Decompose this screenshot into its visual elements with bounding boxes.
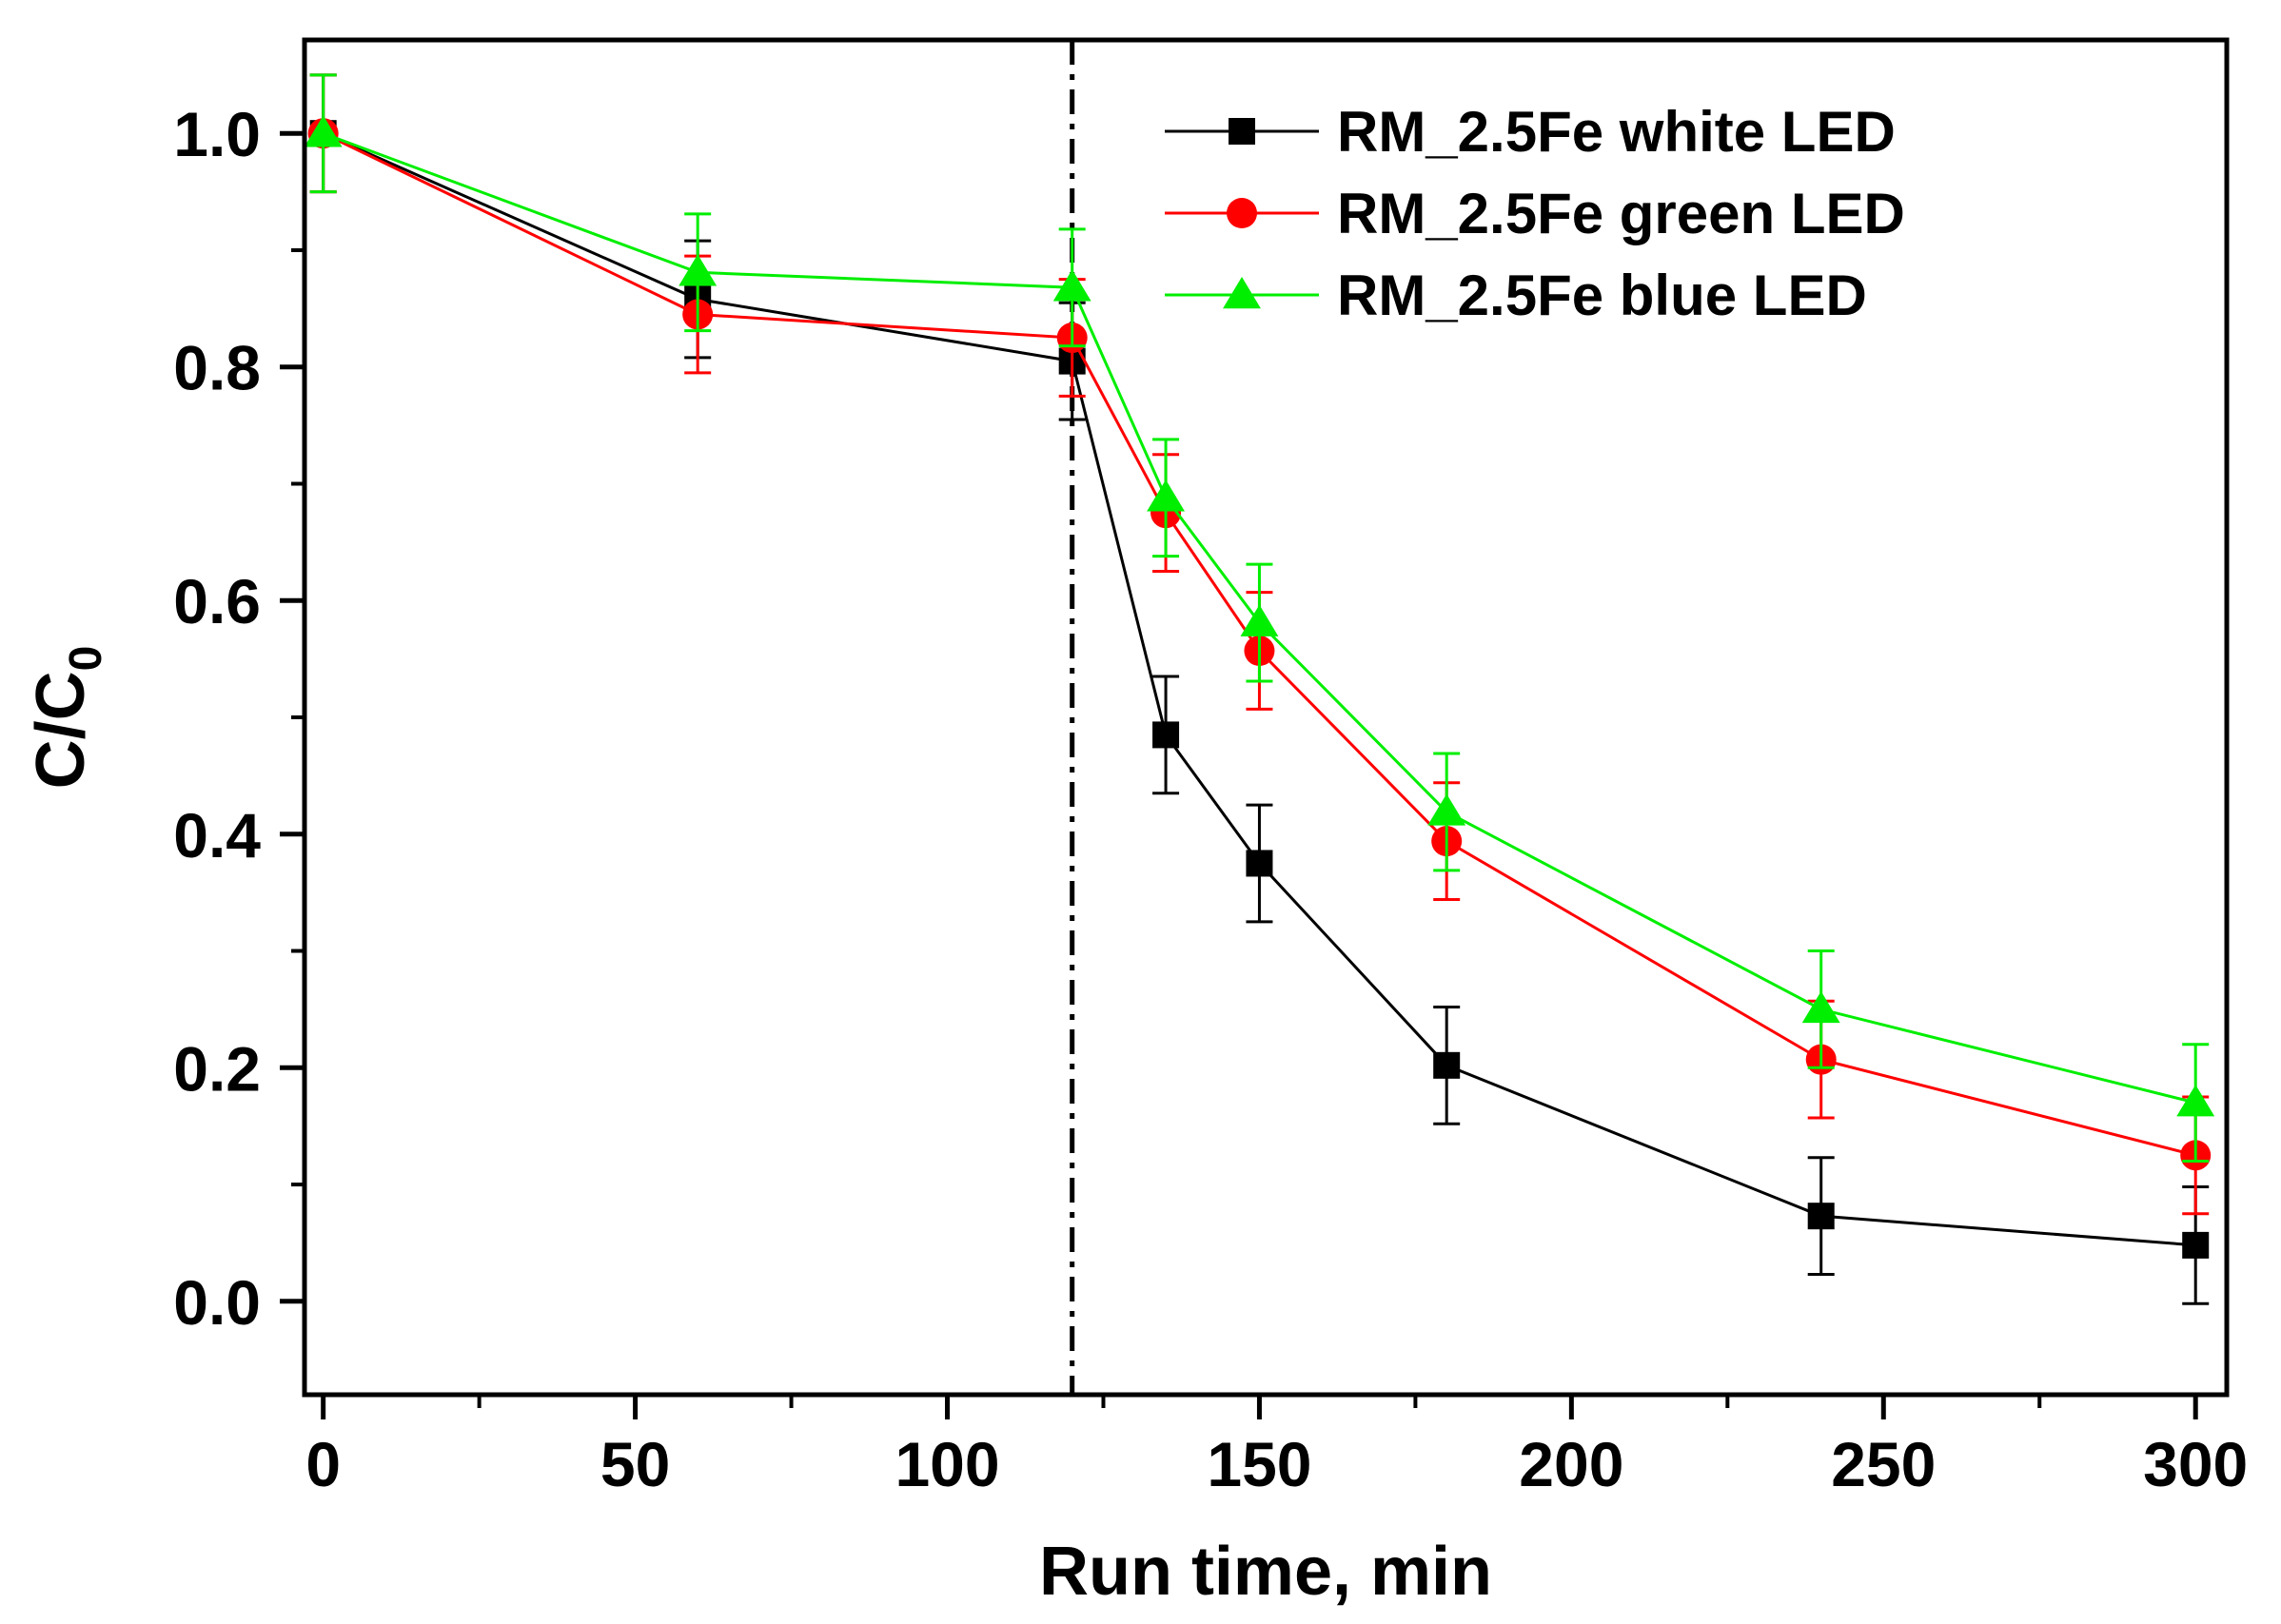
legend-entry-3: RM_2.5Fe blue LED bbox=[1165, 264, 1867, 327]
data-point bbox=[2176, 1085, 2215, 1117]
y-axis-title: C/C0 bbox=[23, 646, 111, 790]
x-axis-title: Run time, min bbox=[1039, 1534, 1492, 1610]
legend-marker bbox=[1229, 118, 1255, 145]
legend-entry-2: RM_2.5Fe green LED bbox=[1165, 182, 1905, 245]
legend-marker bbox=[1223, 277, 1261, 309]
x-tick-label: 300 bbox=[2143, 1429, 2248, 1499]
series-line bbox=[323, 131, 2196, 1105]
legend-entry-1: RM_2.5Fe white LED bbox=[1165, 100, 1896, 164]
x-tick-label: 0 bbox=[305, 1429, 341, 1499]
x-tick-label: 100 bbox=[895, 1429, 999, 1499]
y-tick-label: 0.6 bbox=[173, 566, 261, 636]
data-point bbox=[1433, 1051, 1461, 1079]
data-point bbox=[1240, 604, 1279, 636]
x-tick-label: 50 bbox=[600, 1429, 670, 1499]
plot-frame bbox=[302, 37, 2230, 1398]
data-point bbox=[304, 115, 343, 147]
x-tick-label: 250 bbox=[1831, 1429, 1936, 1499]
data-point bbox=[678, 254, 718, 286]
data-point bbox=[2182, 1231, 2210, 1259]
data-point bbox=[1801, 990, 1840, 1024]
x-tick-label: 150 bbox=[1207, 1429, 1311, 1499]
series-3 bbox=[304, 73, 2215, 1163]
x-tick-label: 200 bbox=[1519, 1429, 1623, 1499]
data-point bbox=[1147, 479, 1186, 512]
legend-marker bbox=[1227, 198, 1257, 228]
y-tick-label: 0.4 bbox=[173, 800, 261, 871]
legend: RM_2.5Fe white LED RM_2.5Fe green LED RM_2… bbox=[1165, 100, 1905, 327]
data-point bbox=[1246, 850, 1273, 877]
y-tick-label: 0.2 bbox=[173, 1033, 261, 1104]
legend-label: RM_2.5Fe white LED bbox=[1337, 100, 1896, 164]
series-line bbox=[323, 131, 2196, 1247]
data-point bbox=[1427, 793, 1466, 826]
data-point bbox=[1807, 1203, 1835, 1230]
axes: 0 50 100 150 200 250 300 0.0 0.2 0.4 0.6 0.8 1.0 bbox=[173, 37, 2248, 1499]
y-axis-title-subscript: 0 bbox=[61, 646, 111, 672]
y-tick-label: 1.0 bbox=[173, 99, 261, 169]
plot-marks bbox=[304, 40, 2215, 1395]
y-tick-label: 0.8 bbox=[173, 333, 261, 403]
y-tick-label: 0.0 bbox=[173, 1267, 261, 1338]
legend-label: RM_2.5Fe blue LED bbox=[1337, 264, 1867, 327]
series-line bbox=[323, 131, 2196, 1157]
data-point bbox=[1152, 721, 1180, 749]
data-point bbox=[1052, 269, 1091, 302]
y-axis-title-main: C/C bbox=[23, 671, 99, 789]
legend-label: RM_2.5Fe green LED bbox=[1337, 182, 1905, 245]
